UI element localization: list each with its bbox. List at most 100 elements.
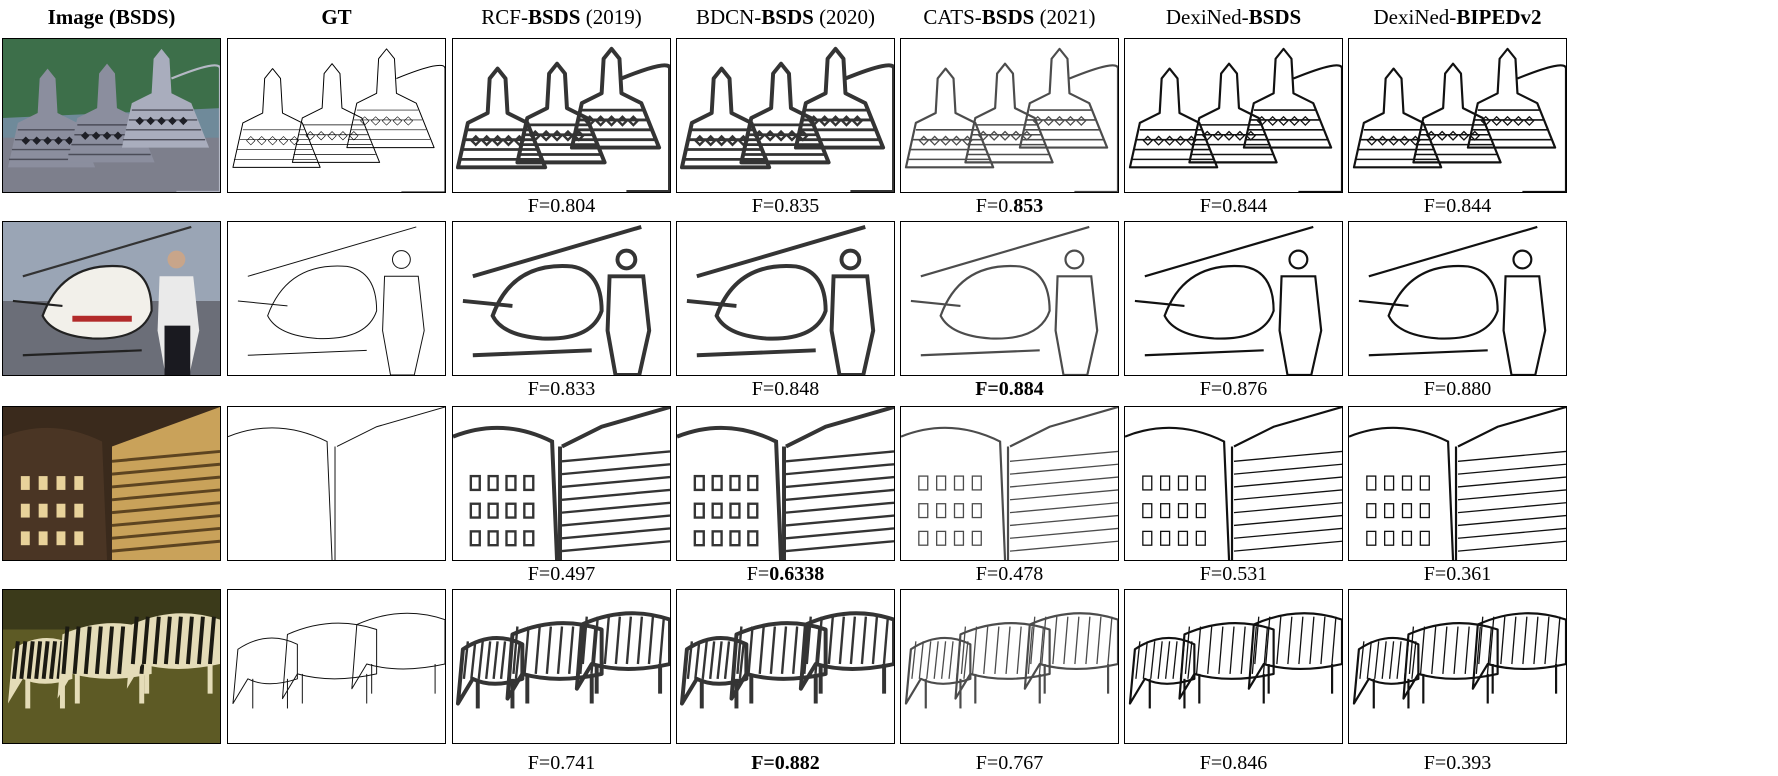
f-score-label: F=0.846 — [1124, 750, 1343, 776]
figure-image-svg — [455, 46, 670, 192]
f-score-label: F=0.741 — [452, 750, 671, 776]
f-score-text: F=0.361 — [1423, 563, 1492, 585]
column-header-text: CATS- — [923, 5, 982, 29]
figure-image-svg — [1134, 225, 1323, 375]
f-score-label: F=0.880 — [1348, 376, 1567, 402]
f-score-text: F=0.846 — [1199, 752, 1268, 774]
f-score-text: F=0.497 — [527, 563, 596, 585]
figure-image-svg — [679, 611, 894, 709]
figure-image-svg — [3, 590, 220, 743]
f-score-label: F=0.531 — [1124, 561, 1343, 587]
figure-image-svg — [910, 225, 1099, 375]
figure-image-svg — [904, 612, 1118, 709]
f-score-text: F=0.884 — [975, 378, 1044, 400]
f-score-label: F=0.497 — [452, 561, 671, 587]
column-header: CATS-BSDS (2021) — [890, 2, 1129, 32]
f-score-label: F=0.844 — [1124, 193, 1343, 219]
column-header-text: RCF- — [481, 5, 528, 29]
f-score-text: F=0.741 — [527, 752, 596, 774]
figure-image-svg — [1352, 47, 1566, 192]
column-header-bold-text: GT — [321, 5, 352, 29]
bdcn-edge-map-zebras — [676, 589, 895, 744]
f-score-text: F=0.767 — [975, 752, 1044, 774]
f-score-label: F=0.848 — [676, 376, 895, 402]
dexined-bipedv2-edge-map-stupas — [1348, 38, 1567, 193]
figure-image-svg — [901, 407, 1118, 560]
f-score-label: F=0.804 — [452, 193, 671, 219]
f-score-label: F=0.478 — [900, 561, 1119, 587]
column-header: RCF-BSDS (2019) — [442, 2, 681, 32]
cats-edge-map-zebras — [900, 589, 1119, 744]
figure-image-svg — [679, 46, 894, 192]
f-score-text: F=0.833 — [527, 378, 596, 400]
column-header-text: (2020) — [813, 5, 876, 29]
f-score-label: F=0.844 — [1348, 193, 1567, 219]
f-score-label: F=0.884 — [900, 376, 1119, 402]
input-image-zebras — [2, 589, 221, 744]
column-header-text: (2021) — [1034, 5, 1096, 29]
f-score-text: F=0. — [975, 195, 1014, 217]
column-header-bold-text: BSDS — [527, 5, 581, 29]
f-score-label: F=0.393 — [1348, 750, 1567, 776]
rcf-edge-map-stupas — [452, 38, 671, 193]
bdcn-edge-map-stupas — [676, 38, 895, 193]
column-header-bold-text: BSDS — [761, 5, 814, 29]
f-score-label: F=0.835 — [676, 193, 895, 219]
column-header-text: (2019) — [580, 5, 642, 29]
figure-image-svg — [1128, 612, 1342, 709]
column-header-bold-text: BIPEDv2 — [1456, 5, 1542, 29]
column-header: GT — [217, 2, 456, 32]
f-score-text: F=0.882 — [751, 752, 820, 774]
rcf-edge-map-zebras — [452, 589, 671, 744]
figure-image-svg — [3, 222, 220, 375]
f-score-text: F=0.478 — [975, 563, 1044, 585]
input-image-helicopter — [2, 221, 221, 376]
ground-truth-edges-zebras — [227, 589, 446, 744]
cats-edge-map-stupas — [900, 38, 1119, 193]
f-score-text: F=0.531 — [1199, 563, 1268, 585]
figure-image-svg — [228, 407, 445, 560]
f-score-label: F=0.833 — [452, 376, 671, 402]
f-score-text: F=0.393 — [1423, 752, 1492, 774]
figure-image-svg — [232, 48, 445, 192]
column-header-bold-text: BSDS — [981, 5, 1035, 29]
dexined-bipedv2-edge-map-buildings — [1348, 406, 1567, 561]
bdcn-edge-map-buildings — [676, 406, 895, 561]
figure-image-svg — [453, 407, 670, 560]
column-header-bold-text: BSDS — [1248, 5, 1302, 29]
column-header: BDCN-BSDS (2020) — [666, 2, 905, 32]
figure-image-svg — [1125, 407, 1342, 560]
cats-edge-map-helicopter — [900, 221, 1119, 376]
ground-truth-edges-helicopter — [227, 221, 446, 376]
f-score-best-digits: 0.6338 — [769, 563, 825, 585]
figure-image-svg — [904, 47, 1118, 192]
figure-image-svg — [3, 407, 220, 560]
dexined-bsds-edge-map-buildings — [1124, 406, 1343, 561]
rcf-edge-map-helicopter — [452, 221, 671, 376]
f-score-best-digits: 853 — [1013, 195, 1044, 217]
column-header-bold-text: Image (BSDS) — [47, 5, 176, 29]
ground-truth-edges-buildings — [227, 406, 446, 561]
column-header: DexiNed-BIPEDv2 — [1338, 2, 1577, 32]
f-score-label: F=0.876 — [1124, 376, 1343, 402]
figure-image-svg — [3, 39, 220, 192]
f-score-text: F=0.804 — [527, 195, 596, 217]
bdcn-edge-map-helicopter — [676, 221, 895, 376]
column-header-text: BDCN- — [695, 5, 762, 29]
f-score-text: F=0.880 — [1423, 378, 1492, 400]
input-image-stupas — [2, 38, 221, 193]
f-score-text: F=0.844 — [1423, 195, 1492, 217]
figure-image-svg — [1128, 47, 1342, 192]
dexined-bipedv2-edge-map-helicopter — [1348, 221, 1567, 376]
dexined-bipedv2-edge-map-zebras — [1348, 589, 1567, 744]
f-score-label: F=0.361 — [1348, 561, 1567, 587]
figure-image-svg — [1358, 225, 1547, 375]
rcf-edge-map-buildings — [452, 406, 671, 561]
input-image-buildings — [2, 406, 221, 561]
f-score-text: F=0.876 — [1199, 378, 1268, 400]
figure-image-svg — [237, 226, 425, 375]
ground-truth-edges-stupas — [227, 38, 446, 193]
figure-image-svg — [462, 225, 652, 375]
f-score-label: F=0.882 — [676, 750, 895, 776]
figure-image-svg — [1349, 407, 1566, 560]
